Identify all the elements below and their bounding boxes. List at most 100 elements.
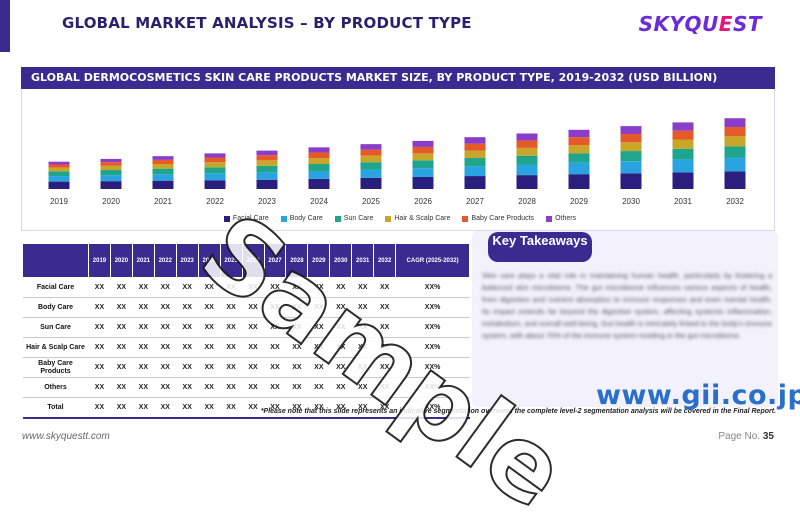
table-cell: XX: [176, 377, 199, 398]
title-accent-bar: [0, 0, 10, 52]
bar-2031-facial-care: [672, 172, 694, 189]
table-body: Facial Care XX XX XX XX XX XX XX XX XX XX XX XX XX XX X…: [22, 277, 470, 419]
bar-2032-hair-scalp-care: [724, 136, 746, 147]
bar-2031-body-care: [672, 159, 694, 173]
table-cell: XX: [329, 337, 352, 358]
chart-title: GLOBAL DERMOCOSMETICS SKIN CARE PRODUCTS…: [21, 67, 775, 89]
bar-2023-body-care: [256, 172, 278, 180]
bar-2021-facial-care: [152, 180, 174, 189]
bar-2022-facial-care: [204, 180, 226, 189]
table-cell: XX: [132, 277, 155, 298]
bar-2030-hair-scalp-care: [620, 142, 642, 152]
legend-swatch: [546, 215, 553, 222]
table-row-label: Others: [22, 377, 89, 398]
table-year-header: 2026: [241, 243, 265, 278]
table-cell: XX: [154, 297, 177, 318]
bar-2031-others: [672, 122, 694, 131]
table-cell: XX: [88, 277, 111, 298]
table-cell: XX: [198, 337, 221, 358]
table-row-label: Sun Care: [22, 317, 89, 338]
table-cell: XX: [351, 277, 374, 298]
bar-2032-facial-care: [724, 171, 746, 189]
table-row-label: Total: [22, 397, 89, 419]
table-cell: XX: [132, 297, 155, 318]
bar-2032-baby-care-products: [724, 127, 746, 137]
x-tick-label: 2023: [258, 197, 276, 206]
bar-2024-body-care: [308, 170, 330, 179]
bar-2024-facial-care: [308, 178, 330, 189]
table-cell: XX: [176, 277, 199, 298]
bar-2030-sun-care: [620, 151, 642, 162]
bar-2019-facial-care: [48, 181, 70, 189]
chart-legend: Facial Care Body Care Sun Care Hair & Scalp…: [0, 215, 800, 222]
skyquest-logo: SKYQUEST: [639, 12, 762, 36]
bar-2023-facial-care: [256, 179, 278, 189]
table-cell: XX: [285, 277, 308, 298]
x-tick-label: 2024: [310, 197, 328, 206]
x-tick-label: 2028: [518, 197, 536, 206]
table-cell: XX: [329, 357, 352, 378]
bar-2029-sun-care: [568, 153, 590, 163]
table-cell: XX: [285, 357, 308, 378]
table-cell: XX: [242, 377, 264, 398]
table-cell: XX: [351, 297, 374, 318]
bar-2024-hair-scalp-care: [308, 158, 330, 165]
bar-2030-body-care: [620, 161, 642, 174]
bar-2031-hair-scalp-care: [672, 139, 694, 149]
bar-2027-others: [464, 137, 486, 144]
table-cell: XX: [198, 317, 221, 338]
bar-2021-sun-care: [152, 168, 174, 175]
table-row: Total XX XX XX XX XX XX XX XX XX XX XX XX XX XX XX%: [22, 397, 470, 419]
legend-item: Baby Care Products: [462, 215, 534, 222]
table-cell: XX: [351, 337, 374, 358]
table-cell: XX: [373, 377, 396, 398]
table-cell: XX: [329, 397, 352, 419]
bar-2021-body-care: [152, 174, 174, 181]
table-row-label: Hair & Scalp Care: [22, 337, 89, 358]
table-corner-cell: [22, 243, 89, 278]
table-cell: XX: [110, 297, 133, 318]
bar-2023-others: [256, 150, 278, 156]
table-cagr-cell: XX%: [395, 337, 470, 358]
table-row: Others XX XX XX XX XX XX XX XX XX XX XX XX XX XX XX%: [22, 377, 470, 398]
table-cell: XX: [88, 357, 111, 378]
bar-2021-hair-scalp-care: [152, 164, 174, 169]
table-cagr-cell: XX%: [395, 317, 470, 338]
table-cell: XX: [132, 337, 155, 358]
bar-2026-baby-care-products: [412, 146, 434, 154]
table-cell: XX: [132, 357, 155, 378]
page-title: GLOBAL MARKET ANALYSIS – BY PRODUCT TYPE: [62, 14, 472, 32]
table-year-header: 2028: [285, 243, 309, 278]
table-cell: XX: [110, 357, 133, 378]
table-cell: XX: [198, 397, 221, 419]
stacked-bar-chart: 2019 2020 2021 2022 2023 2024 2025 2026 2027 2028…: [48, 118, 746, 206]
bar-2028-body-care: [516, 164, 538, 176]
table-cell: XX: [154, 357, 177, 378]
takeaways-text: Skin care plays a vital role in maintain…: [482, 271, 772, 340]
table-cell: XX: [329, 297, 352, 318]
table-year-header: 2020: [109, 243, 133, 278]
bar-2023-hair-scalp-care: [256, 160, 278, 166]
bar-2025-hair-scalp-care: [360, 155, 382, 163]
table-cell: XX: [329, 317, 352, 338]
takeaways-title: Key Takeaways: [488, 232, 592, 262]
logo-accent: E: [718, 12, 733, 36]
table-cell: XX: [285, 297, 308, 318]
legend-label: Baby Care Products: [471, 215, 535, 222]
bar-2032-others: [724, 118, 746, 128]
x-tick-label: 2019: [50, 197, 68, 206]
table-cell: XX: [110, 397, 133, 419]
bar-2019-hair-scalp-care: [48, 167, 70, 172]
table-row-label: Facial Care: [22, 277, 89, 298]
bar-2022-others: [204, 153, 226, 158]
footer-url[interactable]: www.skyquestt.com: [22, 431, 110, 442]
bar-2022-body-care: [204, 173, 226, 181]
x-tick-label: 2021: [154, 197, 172, 206]
table-cell: XX: [264, 397, 286, 419]
bar-2029-facial-care: [568, 174, 590, 189]
table-cell: XX: [88, 317, 111, 338]
legend-swatch: [462, 215, 469, 222]
table-cell: XX: [242, 297, 264, 318]
table-cagr-cell: XX%: [395, 297, 470, 318]
bar-2025-sun-care: [360, 162, 382, 170]
